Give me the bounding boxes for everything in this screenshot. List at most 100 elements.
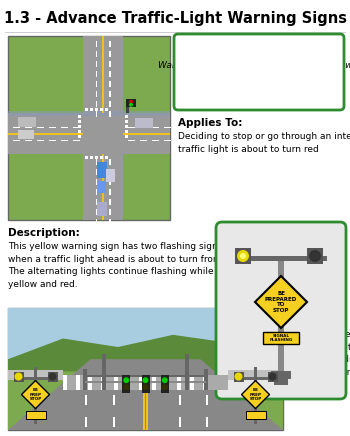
Bar (96, 169, 97, 175)
Bar (90, 108, 92, 111)
Circle shape (142, 384, 148, 390)
Text: Warns drivers that the traffic light ahead will
change from green to yellow: Warns drivers that the traffic light ahe… (158, 61, 350, 83)
Bar (109, 71, 111, 77)
Bar (8, 113, 170, 154)
Circle shape (129, 100, 133, 104)
Text: What it Does: What it Does (221, 45, 297, 55)
Bar (238, 377, 273, 380)
Bar (83, 369, 87, 390)
Bar (61, 140, 68, 142)
Bar (161, 375, 169, 393)
Bar (112, 417, 114, 427)
Bar (97, 202, 107, 216)
Bar (140, 126, 147, 128)
Bar (77, 135, 80, 138)
Bar (164, 140, 171, 142)
Bar (128, 126, 135, 128)
Bar (77, 120, 80, 123)
Bar (73, 126, 80, 128)
Bar (83, 36, 123, 220)
Bar (34, 367, 37, 424)
Bar (245, 411, 266, 419)
Bar (263, 332, 299, 344)
Bar (26, 411, 46, 419)
Bar (206, 417, 208, 427)
Bar (63, 375, 228, 390)
Bar (98, 181, 106, 193)
Bar (109, 91, 111, 97)
Text: Applies To:: Applies To: (178, 118, 242, 128)
Polygon shape (21, 381, 49, 409)
Bar (190, 375, 194, 390)
Bar (109, 169, 111, 175)
Circle shape (268, 372, 276, 381)
Bar (126, 99, 129, 113)
Bar (13, 126, 20, 128)
Bar (85, 395, 87, 405)
Bar (106, 169, 115, 182)
Bar (101, 375, 105, 390)
Bar (8, 111, 170, 116)
Polygon shape (241, 381, 270, 409)
Bar (278, 261, 284, 371)
Bar (274, 379, 288, 385)
Bar (114, 375, 118, 390)
Circle shape (237, 250, 249, 262)
Bar (141, 375, 149, 393)
Bar (125, 115, 128, 118)
Bar (109, 209, 111, 215)
Bar (96, 81, 97, 87)
Text: BE
PREPARED
TO
STOP: BE PREPARED TO STOP (265, 291, 297, 313)
Bar (122, 375, 130, 393)
Bar (96, 199, 97, 205)
Bar (105, 108, 107, 111)
Bar (123, 133, 170, 135)
Bar (112, 395, 114, 405)
Bar (85, 417, 87, 427)
Bar (105, 156, 107, 159)
Text: The signs are placed on
each side of the road,
several hundred feet in
front of : The signs are placed on each side of the… (290, 330, 350, 377)
Bar (77, 115, 80, 118)
Bar (99, 108, 103, 111)
Bar (14, 371, 23, 382)
Text: BE
PREP
STOP: BE PREP STOP (249, 388, 262, 401)
Circle shape (240, 253, 246, 259)
Text: Deciding to stop or go through an intersection when the
traffic light is about t: Deciding to stop or go through an inters… (178, 132, 350, 153)
Polygon shape (8, 359, 283, 430)
Bar (126, 99, 136, 107)
Bar (37, 140, 44, 142)
Bar (96, 101, 97, 107)
Bar (135, 118, 153, 128)
Bar (96, 219, 97, 225)
Bar (109, 179, 111, 185)
Bar (109, 219, 111, 225)
Bar (146, 390, 148, 430)
Bar (102, 154, 104, 220)
Text: SIGNAL
FLASHING: SIGNAL FLASHING (270, 334, 293, 342)
Text: 1.3 - Advance Traffic-Light Warning Signs: 1.3 - Advance Traffic-Light Warning Sign… (4, 10, 346, 25)
FancyBboxPatch shape (216, 222, 346, 399)
Bar (49, 140, 56, 142)
Bar (128, 140, 135, 142)
Bar (307, 248, 323, 264)
Bar (125, 135, 128, 138)
Polygon shape (8, 335, 283, 371)
Bar (96, 91, 97, 97)
Circle shape (123, 384, 129, 390)
Bar (152, 140, 159, 142)
Bar (203, 375, 206, 390)
Bar (84, 156, 88, 159)
Bar (8, 36, 170, 220)
Bar (139, 375, 143, 390)
Circle shape (142, 377, 148, 383)
Bar (125, 125, 128, 128)
Bar (143, 390, 145, 430)
Circle shape (162, 384, 168, 390)
Text: This yellow warning sign has two flashing signals that go on
when a traffic ligh: This yellow warning sign has two flashin… (8, 242, 297, 289)
Bar (235, 256, 327, 261)
Bar (48, 371, 57, 382)
Bar (96, 111, 97, 117)
Bar (267, 371, 278, 382)
Bar (177, 375, 181, 390)
Bar (85, 382, 206, 383)
